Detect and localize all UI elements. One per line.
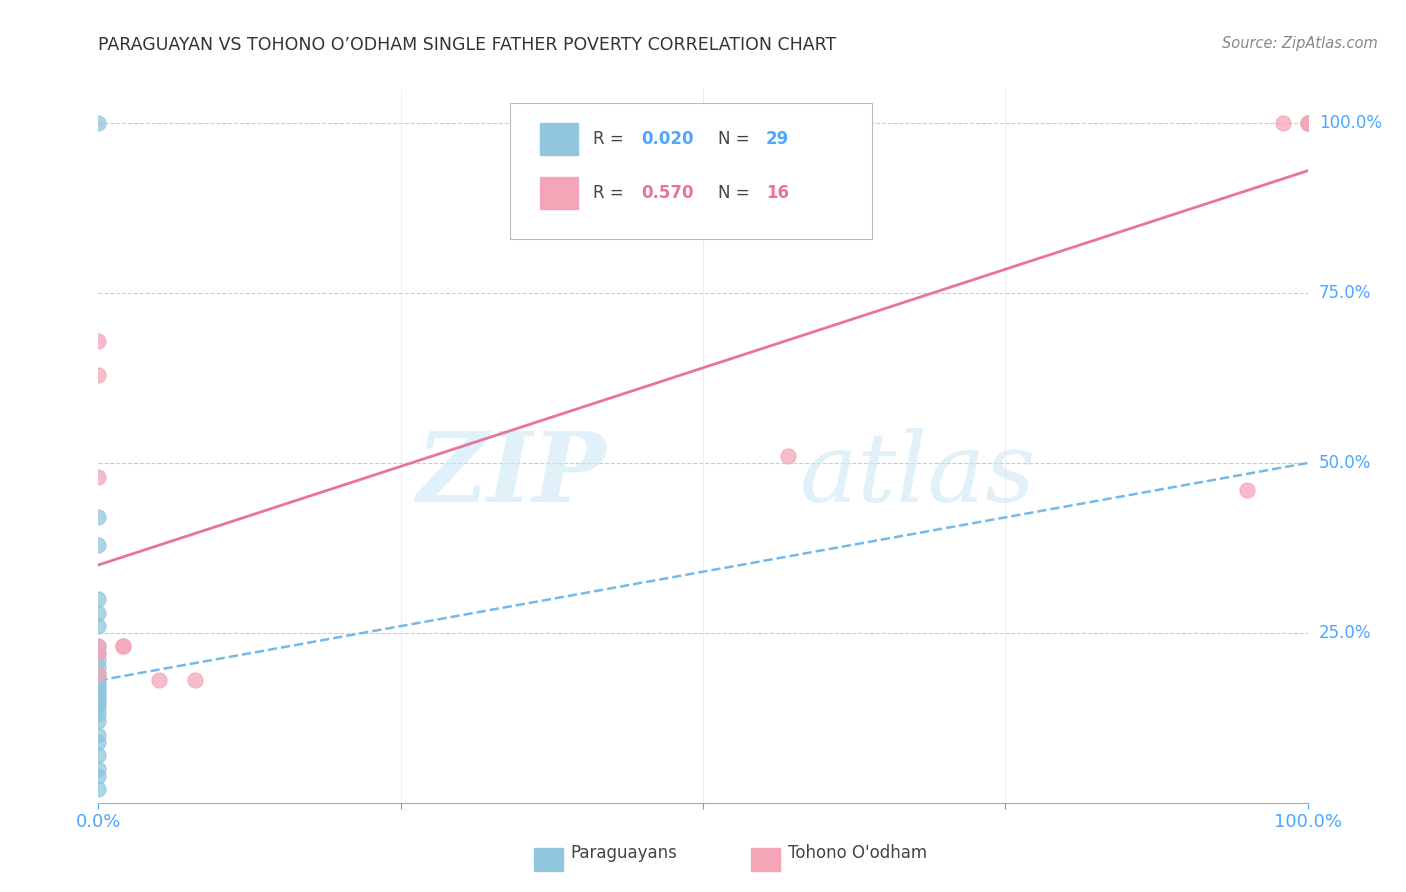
Point <box>87 694 110 708</box>
Bar <box>751 847 780 871</box>
Text: 29: 29 <box>766 130 789 148</box>
Text: 50.0%: 50.0% <box>1319 454 1371 472</box>
Point <box>87 748 110 763</box>
Text: PARAGUAYAN VS TOHONO O’ODHAM SINGLE FATHER POVERTY CORRELATION CHART: PARAGUAYAN VS TOHONO O’ODHAM SINGLE FATH… <box>98 36 837 54</box>
Point <box>87 606 110 620</box>
Point <box>111 640 134 654</box>
Text: R =: R = <box>593 130 628 148</box>
Point <box>87 619 110 633</box>
Point <box>87 700 110 714</box>
Text: 25.0%: 25.0% <box>1319 624 1371 642</box>
Point <box>87 707 110 722</box>
Text: 16: 16 <box>766 184 789 202</box>
Point <box>184 673 207 688</box>
Text: Paraguayans: Paraguayans <box>569 845 676 863</box>
Point <box>87 510 110 524</box>
Point <box>87 116 110 130</box>
Point <box>1296 116 1319 130</box>
Point <box>1296 116 1319 130</box>
Bar <box>534 847 562 871</box>
Point <box>87 734 110 748</box>
Point <box>87 690 110 705</box>
Point <box>1296 116 1319 130</box>
Point <box>87 646 110 660</box>
Point <box>1296 116 1319 130</box>
Point <box>87 368 110 382</box>
Text: R =: R = <box>593 184 628 202</box>
Point <box>87 653 110 667</box>
Point <box>87 728 110 742</box>
FancyBboxPatch shape <box>509 103 872 239</box>
Text: 100.0%: 100.0% <box>1319 114 1382 132</box>
Point <box>148 673 170 688</box>
Text: Tohono O'odham: Tohono O'odham <box>787 845 927 863</box>
Text: 0.570: 0.570 <box>641 184 693 202</box>
Bar <box>540 177 578 209</box>
Point <box>1236 483 1258 498</box>
Text: 75.0%: 75.0% <box>1319 284 1371 302</box>
Text: Source: ZipAtlas.com: Source: ZipAtlas.com <box>1222 36 1378 51</box>
Point <box>87 666 110 681</box>
Point <box>87 640 110 654</box>
Bar <box>540 123 578 155</box>
Text: N =: N = <box>717 184 755 202</box>
Point <box>87 687 110 701</box>
Point <box>87 769 110 783</box>
Point <box>87 680 110 694</box>
Text: N =: N = <box>717 130 755 148</box>
Point <box>1272 116 1295 130</box>
Point <box>87 762 110 776</box>
Point <box>87 698 110 712</box>
Text: atlas: atlas <box>800 427 1036 522</box>
Point <box>87 782 110 797</box>
Point <box>87 714 110 729</box>
Point <box>776 449 799 463</box>
Point <box>87 677 110 691</box>
Point <box>111 640 134 654</box>
Point <box>87 683 110 698</box>
Text: ZIP: ZIP <box>416 427 606 522</box>
Point <box>87 673 110 688</box>
Point <box>87 469 110 483</box>
Point <box>87 666 110 681</box>
Point <box>87 660 110 674</box>
Point <box>87 591 110 606</box>
Point <box>87 334 110 348</box>
Text: 0.020: 0.020 <box>641 130 693 148</box>
Point <box>87 646 110 660</box>
Point <box>87 640 110 654</box>
Point <box>87 537 110 551</box>
